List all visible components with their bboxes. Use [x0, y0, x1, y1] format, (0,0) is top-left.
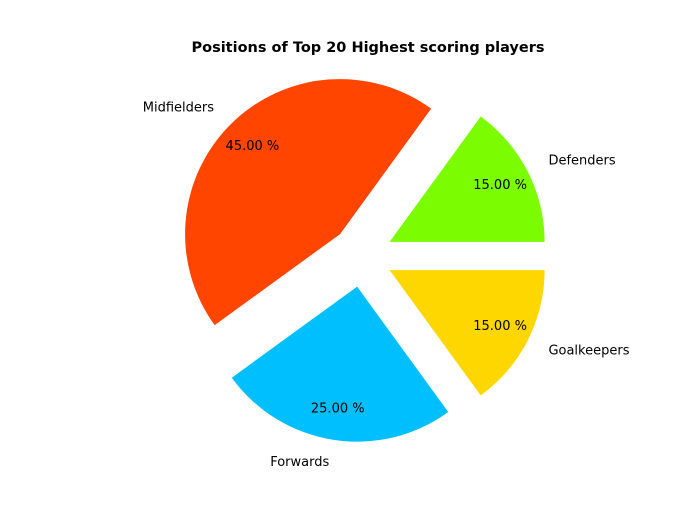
- slice-label-forwards: Forwards: [270, 455, 329, 470]
- slice-label-goalkeepers: Goalkeepers: [548, 343, 629, 358]
- pie-slice-midfielders: [185, 79, 432, 326]
- percent-label-forwards: 25.00 %: [311, 402, 365, 417]
- pie-slices: [185, 79, 545, 442]
- pie-labels: 15.00 % Defenders 45.00 % Midfielders 25.00 …: [143, 101, 630, 471]
- slice-label-defenders: Defenders: [548, 154, 615, 169]
- slice-label-midfielders: Midfielders: [143, 101, 214, 116]
- percent-label-goalkeepers: 15.00 %: [473, 319, 527, 334]
- chart-title: Positions of Top 20 Highest scoring play…: [191, 40, 544, 56]
- percent-label-defenders: 15.00 %: [473, 178, 527, 193]
- percent-label-midfielders: 45.00 %: [226, 139, 280, 154]
- pie-slice-forwards: [231, 286, 449, 442]
- pie-slice-goalkeepers: [389, 270, 545, 396]
- pie-slice-defenders: [389, 116, 545, 242]
